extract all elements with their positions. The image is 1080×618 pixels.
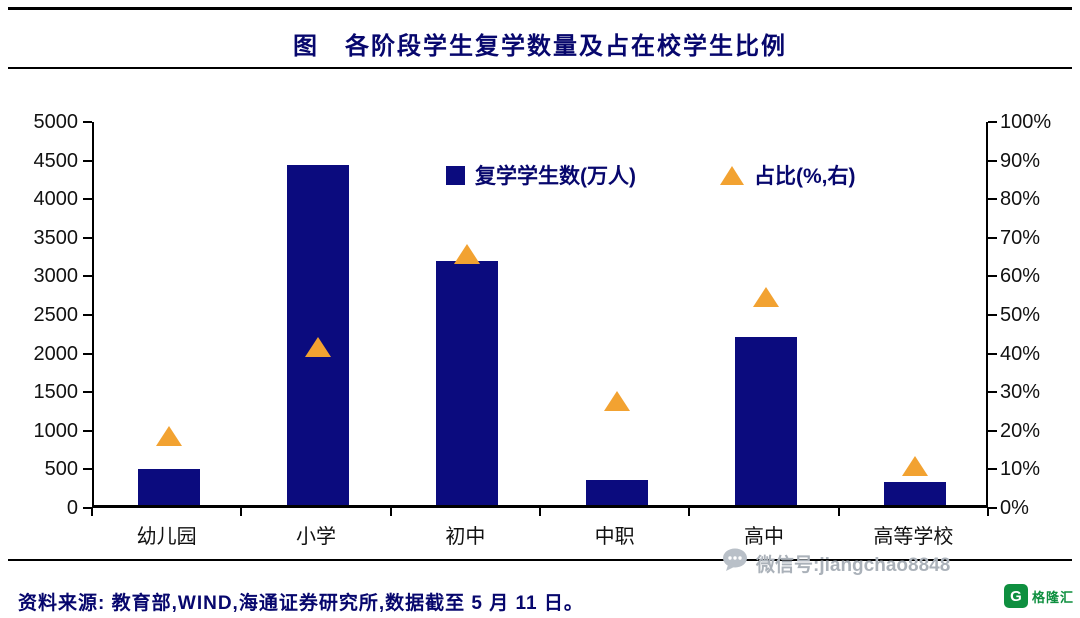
right-axis-tick-label: 100% bbox=[1000, 111, 1052, 133]
plot-area: 复学学生数(万人) 占比(%,右) bbox=[92, 122, 988, 508]
right-axis-tick-label: 50% bbox=[1000, 304, 1041, 326]
right-axis-tick-label: 0% bbox=[1000, 497, 1029, 519]
top-rule bbox=[8, 7, 1072, 10]
right-axis-tick bbox=[988, 314, 997, 316]
x-axis-tick bbox=[837, 508, 840, 516]
left-axis-tick bbox=[83, 507, 92, 509]
right-axis-tick bbox=[988, 121, 997, 123]
left-axis-tick-label: 3000 bbox=[33, 265, 79, 288]
left-axis-tick-label: 1500 bbox=[33, 381, 79, 404]
bar-幼儿园 bbox=[137, 468, 200, 505]
left-axis-tick bbox=[83, 468, 92, 471]
x-axis-label: 初中 bbox=[445, 526, 486, 548]
chat-bubble-icon bbox=[722, 548, 748, 578]
right-axis-tick-label: 30% bbox=[1000, 381, 1041, 404]
left-axis-tick bbox=[83, 352, 92, 355]
left-axis-tick bbox=[83, 159, 92, 162]
x-axis-label: 高中 bbox=[744, 526, 784, 548]
legend-item-bars: 复学学生数(万人) bbox=[446, 160, 636, 190]
ratio-legend-label: 占比(%,右) bbox=[754, 165, 856, 188]
title-rule bbox=[8, 67, 1072, 69]
bar-legend-label: 复学学生数(万人) bbox=[475, 165, 636, 188]
x-axis-label: 幼儿园 bbox=[136, 526, 197, 548]
right-axis-tick bbox=[988, 429, 997, 432]
gelonghui-logo-icon: G bbox=[1003, 584, 1028, 608]
left-axis-tick bbox=[83, 391, 92, 394]
x-axis-label: 高等学校 bbox=[873, 526, 954, 548]
bar-初中 bbox=[436, 261, 499, 505]
ratio-triangle-幼儿园 bbox=[155, 425, 182, 446]
x-axis-tick bbox=[91, 508, 93, 516]
legend-item-ratio: 占比(%,右) bbox=[720, 160, 856, 190]
gelonghui-logo: G 格隆汇 bbox=[1003, 584, 1074, 608]
bar-中职 bbox=[585, 479, 648, 505]
right-axis-tick bbox=[988, 507, 997, 509]
right-axis-tick bbox=[988, 391, 997, 394]
source-note: 资料来源: 教育部,WIND,海通证券研究所,数据截至 5 月 11 日。 bbox=[18, 593, 584, 614]
x-axis-tick bbox=[240, 508, 243, 516]
left-axis-tick-label: 3500 bbox=[33, 226, 79, 249]
triangle-legend-swatch bbox=[720, 165, 744, 185]
wechat-watermark: 微信号:jiangchao8848 bbox=[722, 548, 950, 578]
right-axis-tick-label: 70% bbox=[1000, 226, 1041, 249]
x-axis-tick bbox=[389, 508, 392, 516]
chart-title: 图 各阶段学生复学数量及占在校学生比例 bbox=[293, 33, 787, 60]
bar-legend-swatch bbox=[446, 165, 465, 185]
bottom-rule bbox=[8, 559, 1072, 561]
right-axis-tick bbox=[988, 198, 997, 201]
right-axis-tick bbox=[988, 275, 997, 278]
x-axis-tick bbox=[688, 508, 691, 516]
right-axis-tick-label: 60% bbox=[1000, 265, 1041, 288]
x-axis-tick bbox=[539, 508, 541, 516]
wechat-id-text: 微信号:jiangchao8848 bbox=[756, 554, 951, 576]
right-axis-tick bbox=[988, 468, 997, 471]
left-axis-tick-label: 4500 bbox=[33, 149, 79, 172]
ratio-triangle-高等学校 bbox=[902, 456, 929, 477]
right-axis-tick-label: 40% bbox=[1000, 342, 1041, 365]
ratio-triangle-初中 bbox=[454, 244, 481, 265]
gelonghui-logo-text: 格隆汇 bbox=[1031, 589, 1074, 605]
left-axis-tick-label: 0 bbox=[66, 497, 78, 519]
right-axis-tick bbox=[988, 236, 997, 239]
ratio-triangle-高中 bbox=[753, 286, 779, 307]
x-axis-tick bbox=[987, 508, 989, 516]
left-axis-tick-label: 2500 bbox=[33, 304, 79, 326]
legend: 复学学生数(万人) 占比(%,右) bbox=[446, 160, 856, 190]
left-axis-tick bbox=[83, 429, 92, 432]
left-axis-tick-label: 4000 bbox=[33, 188, 79, 211]
ratio-triangle-小学 bbox=[305, 336, 331, 357]
right-axis-tick-label: 90% bbox=[1000, 149, 1041, 172]
left-axis-tick bbox=[83, 121, 92, 123]
left-axis-tick bbox=[83, 236, 92, 239]
bar-小学 bbox=[287, 165, 349, 505]
ratio-triangle-中职 bbox=[603, 390, 630, 411]
left-axis-tick bbox=[83, 198, 92, 201]
right-axis-tick-label: 20% bbox=[1000, 419, 1041, 442]
left-axis-tick bbox=[83, 275, 92, 278]
right-axis-tick-label: 80% bbox=[1000, 188, 1041, 211]
left-axis-tick bbox=[83, 314, 92, 316]
right-axis-tick bbox=[988, 352, 997, 355]
left-axis-tick-label: 2000 bbox=[33, 342, 79, 365]
x-axis-label: 中职 bbox=[594, 526, 635, 548]
right-axis-tick-label: 10% bbox=[1000, 458, 1041, 481]
bar-高中 bbox=[735, 337, 797, 505]
right-axis-tick bbox=[988, 159, 997, 162]
left-axis-tick-label: 500 bbox=[44, 458, 78, 481]
x-axis-label: 小学 bbox=[296, 526, 336, 548]
left-axis-tick-label: 5000 bbox=[33, 111, 79, 133]
left-axis-tick-label: 1000 bbox=[33, 419, 79, 442]
bar-高等学校 bbox=[884, 481, 947, 505]
